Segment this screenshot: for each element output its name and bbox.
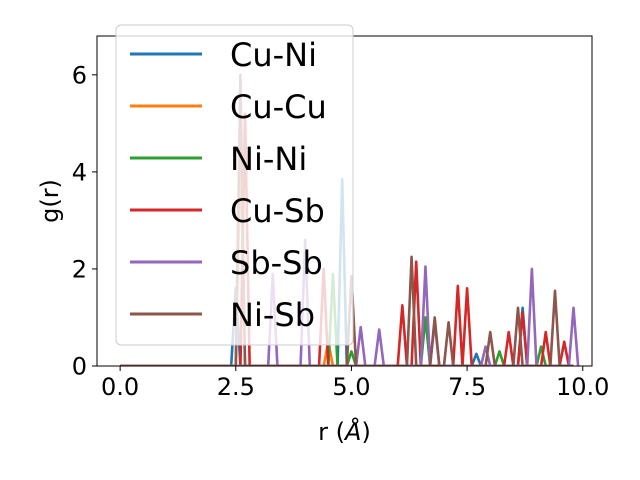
legend-item-ni-ni: Ni-Ni (130, 140, 307, 178)
legend: Cu-Ni Cu-Cu Ni-Ni Cu-Sb Sb-Sb Ni-Sb (115, 24, 354, 346)
x-tick-label: 5.0 (332, 373, 370, 401)
legend-item-ni-sb: Ni-Sb (130, 296, 315, 334)
legend-label: Ni-Sb (230, 296, 315, 334)
x-axis-label-text: r ( (318, 418, 345, 446)
legend-label: Sb-Sb (230, 244, 323, 282)
x-axis-label-close: ) (361, 418, 370, 446)
legend-label: Cu-Cu (230, 88, 327, 126)
legend-label: Ni-Ni (230, 140, 307, 178)
y-tick-label: 6 (72, 61, 87, 89)
legend-item-cu-sb: Cu-Sb (130, 192, 325, 230)
legend-item-sb-sb: Sb-Sb (130, 244, 323, 282)
legend-label: Cu-Ni (230, 36, 317, 74)
y-axis-ticks: 0 2 4 6 (72, 61, 97, 381)
legend-item-cu-cu: Cu-Cu (130, 88, 327, 126)
x-tick-label: 7.5 (448, 373, 486, 401)
x-axis-label: r (Å) (318, 417, 371, 446)
legend-item-cu-ni: Cu-Ni (130, 36, 317, 74)
x-axis-ticks: 0.0 2.5 5.0 7.5 10.0 (101, 366, 609, 401)
y-tick-label: 4 (72, 158, 87, 186)
y-axis-label: g(r) (36, 179, 64, 223)
x-tick-label: 0.0 (101, 373, 139, 401)
y-tick-label: 2 (72, 255, 87, 283)
legend-label: Cu-Sb (230, 192, 325, 230)
x-tick-label: 2.5 (217, 373, 255, 401)
y-tick-label: 0 (72, 353, 87, 381)
series-line-ni-sb (120, 73, 574, 366)
x-axis-label-unit: Å (343, 417, 361, 446)
x-tick-label: 10.0 (556, 373, 609, 401)
